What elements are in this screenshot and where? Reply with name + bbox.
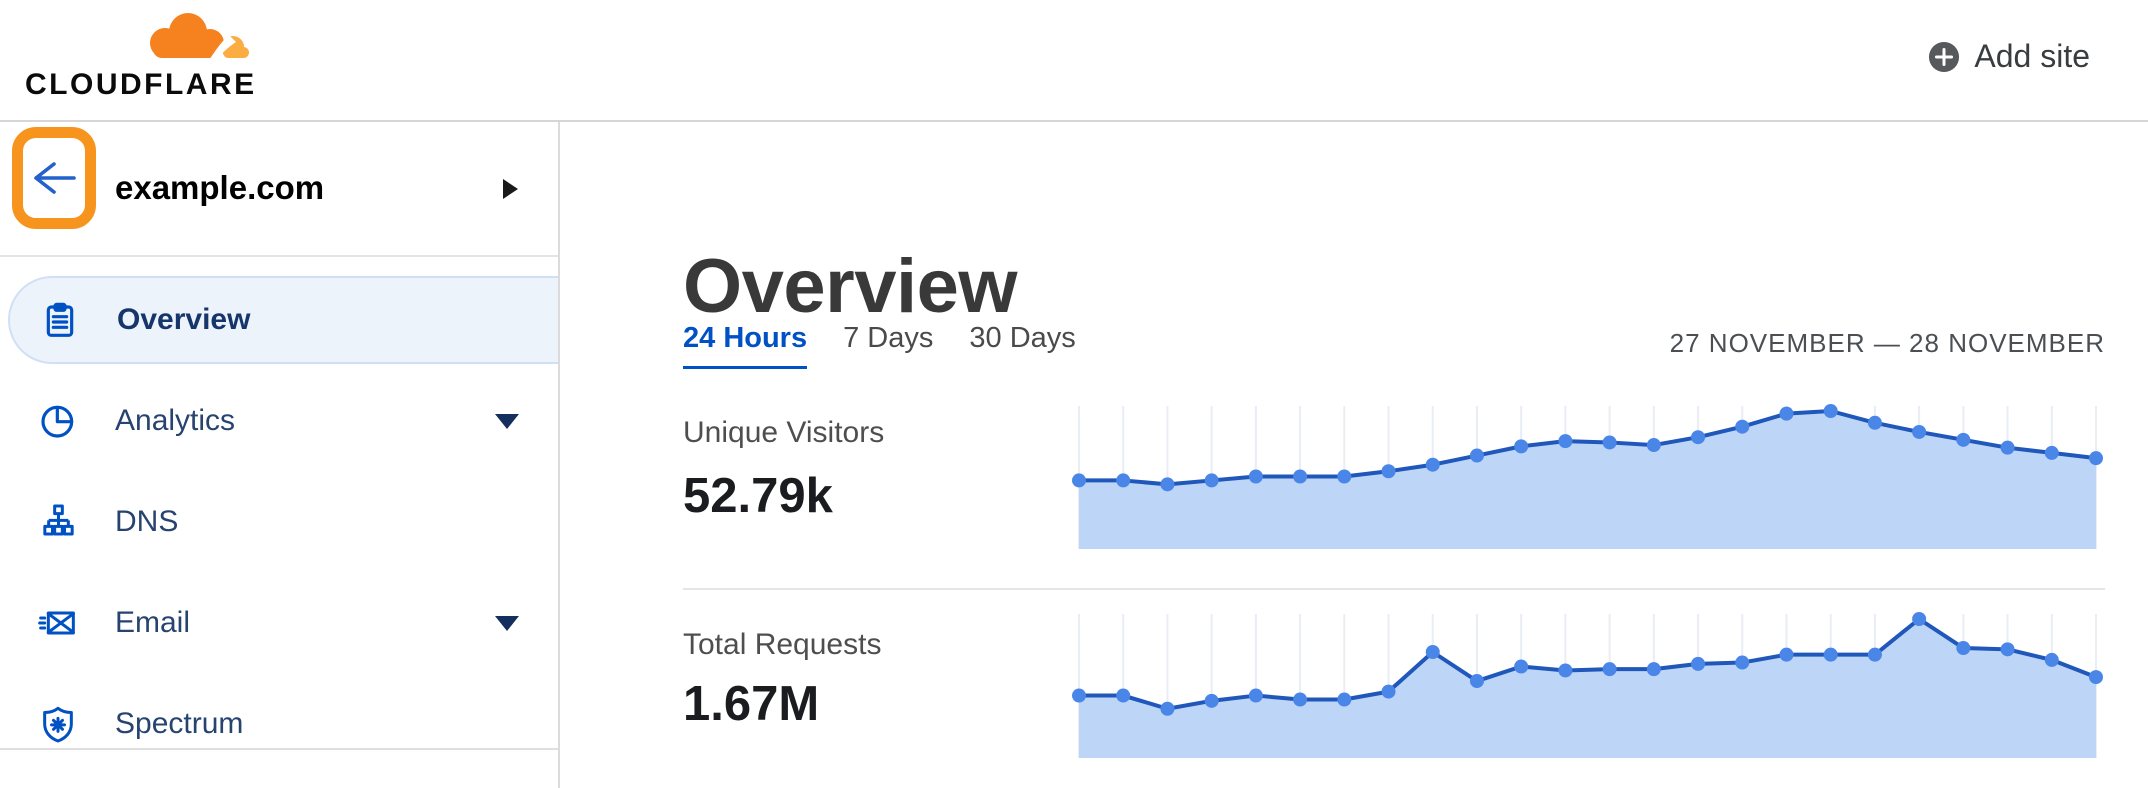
plus-icon	[1929, 41, 1960, 72]
sidebar-item-label: Email	[115, 606, 191, 639]
header-divider	[0, 120, 2148, 122]
cloudflare-logo[interactable]: CLOUDFLARE	[25, 6, 265, 101]
caret-down-icon	[495, 615, 519, 631]
total-requests-value: 1.67M	[683, 677, 820, 731]
site-selector[interactable]: example.com	[0, 122, 558, 254]
sidebar: example.com Overview Anal	[0, 122, 558, 788]
back-arrow-icon[interactable]	[32, 160, 78, 196]
sidebar-item-spectrum[interactable]: Spectrum	[0, 674, 558, 774]
metrics-divider	[683, 588, 2105, 590]
tab-30-days[interactable]: 30 Days	[969, 322, 1076, 354]
pie-chart-icon	[41, 405, 74, 438]
sidebar-item-analytics[interactable]: Analytics	[0, 371, 558, 471]
tab-24-hours[interactable]: 24 Hours	[683, 322, 808, 369]
shield-icon	[43, 706, 73, 743]
sidebar-item-label: Analytics	[115, 404, 236, 437]
total-requests-label: Total Requests	[683, 628, 882, 661]
sidebar-item-email[interactable]: Email	[0, 573, 558, 673]
sidebar-item-overview[interactable]: Overview	[8, 276, 558, 364]
tab-7-days[interactable]: 7 Days	[843, 322, 934, 354]
site-name[interactable]: example.com	[115, 169, 325, 206]
unique-visitors-label: Unique Visitors	[683, 416, 885, 449]
time-range-tabs: 24 Hours 7 Days 30 Days	[683, 322, 1076, 369]
site-divider	[0, 255, 558, 257]
dns-tree-icon	[43, 504, 74, 536]
clipboard-icon	[46, 302, 74, 337]
envelope-icon	[38, 611, 75, 635]
unique-visitors-value: 52.79k	[683, 469, 833, 523]
sidebar-item-label: Spectrum	[115, 707, 244, 740]
chevron-right-icon[interactable]	[503, 179, 518, 199]
annotation-highlight	[12, 127, 96, 229]
sidebar-bottom-divider	[0, 748, 558, 750]
cloudflare-cloud-icon	[150, 13, 249, 60]
unique-visitors-chart	[1072, 404, 2103, 549]
sidebar-item-label: Overview	[117, 303, 251, 336]
add-site-label: Add site	[1974, 38, 2090, 74]
sidebar-border	[558, 122, 560, 788]
add-site-button[interactable]: Add site	[1928, 38, 2090, 75]
cloudflare-logo-text: CLOUDFLARE	[25, 68, 257, 101]
date-range: 27 NOVEMBER — 28 NOVEMBER	[1669, 328, 2105, 358]
sidebar-item-dns[interactable]: DNS	[0, 472, 558, 572]
caret-down-icon	[495, 413, 519, 429]
page-title: Overview	[683, 243, 1018, 329]
sidebar-item-label: DNS	[115, 505, 179, 538]
top-header: CLOUDFLARE Add site	[0, 0, 2148, 120]
total-requests-chart	[1072, 612, 2103, 758]
